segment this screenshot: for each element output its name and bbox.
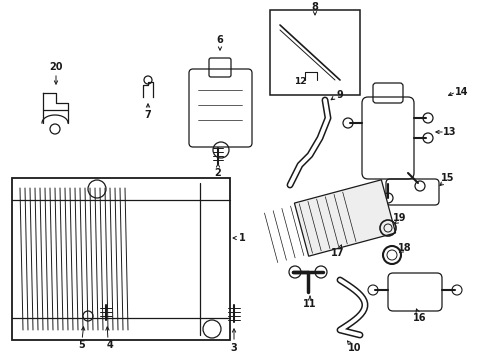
Text: 11: 11: [303, 299, 316, 309]
Text: 8: 8: [311, 2, 318, 12]
Text: 5: 5: [79, 340, 85, 350]
Text: 18: 18: [397, 243, 411, 253]
Bar: [12, 178, 229, 340]
Text: 2: 2: [214, 168, 221, 178]
Bar: [269, 10, 359, 95]
Text: 12: 12: [293, 77, 305, 86]
Text: 6: 6: [216, 35, 223, 45]
Text: 1: 1: [238, 233, 245, 243]
Text: 17: 17: [330, 248, 344, 258]
Text: 4: 4: [106, 340, 113, 350]
Text: 19: 19: [392, 213, 406, 223]
Text: 14: 14: [454, 87, 468, 97]
Polygon shape: [294, 180, 395, 256]
Text: 20: 20: [49, 62, 62, 72]
Text: 13: 13: [442, 127, 456, 137]
Text: 9: 9: [336, 90, 343, 100]
Text: 3: 3: [230, 343, 237, 353]
Text: 15: 15: [440, 173, 454, 183]
Text: 16: 16: [412, 313, 426, 323]
Text: 10: 10: [347, 343, 361, 353]
Text: 7: 7: [144, 110, 151, 120]
